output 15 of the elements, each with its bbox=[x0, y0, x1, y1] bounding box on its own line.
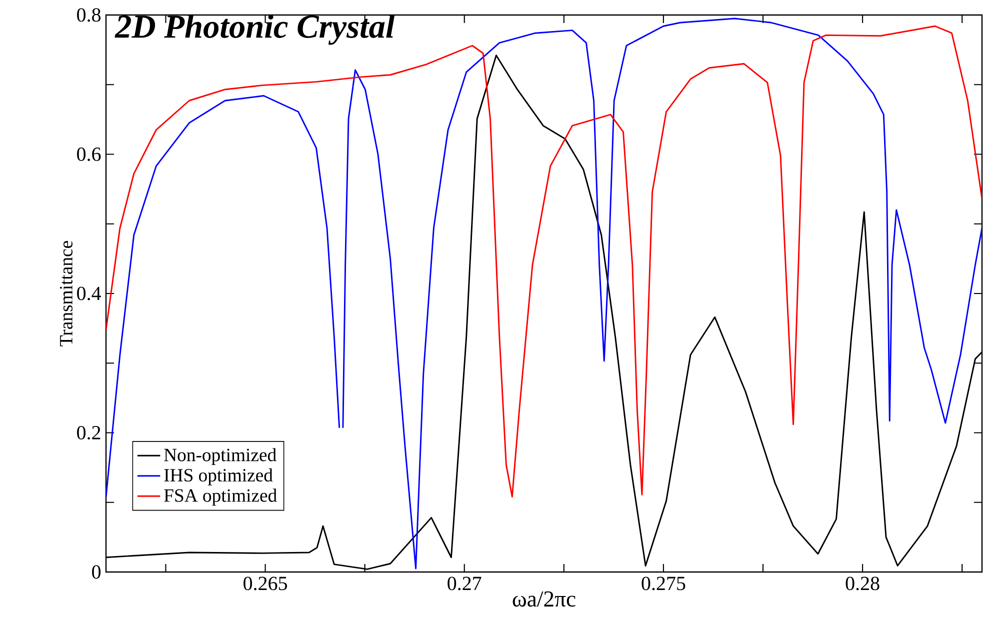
x-tick-label: 0.28 bbox=[846, 576, 880, 590]
y-axis-title: Transmittance bbox=[60, 241, 72, 346]
legend-label: FSA optimized bbox=[164, 488, 277, 506]
chart-title: 2D Photonic Crystal bbox=[114, 14, 395, 45]
legend-label: Non-optimized bbox=[164, 448, 276, 466]
legend-label: IHS optimized bbox=[164, 468, 273, 486]
y-tick-label: 0.4 bbox=[77, 286, 101, 300]
y-tick-label: 0.2 bbox=[77, 426, 100, 440]
x-tick-label: 0.275 bbox=[642, 576, 686, 590]
y-tick-label: 0.8 bbox=[77, 8, 101, 22]
x-tick-label: 0.27 bbox=[448, 576, 482, 590]
x-axis-title: ωa/2πc bbox=[512, 591, 576, 607]
x-tick-label: 0.265 bbox=[244, 576, 287, 590]
y-tick-label: 0 bbox=[92, 565, 101, 579]
y-tick-label: 0.6 bbox=[77, 147, 101, 162]
